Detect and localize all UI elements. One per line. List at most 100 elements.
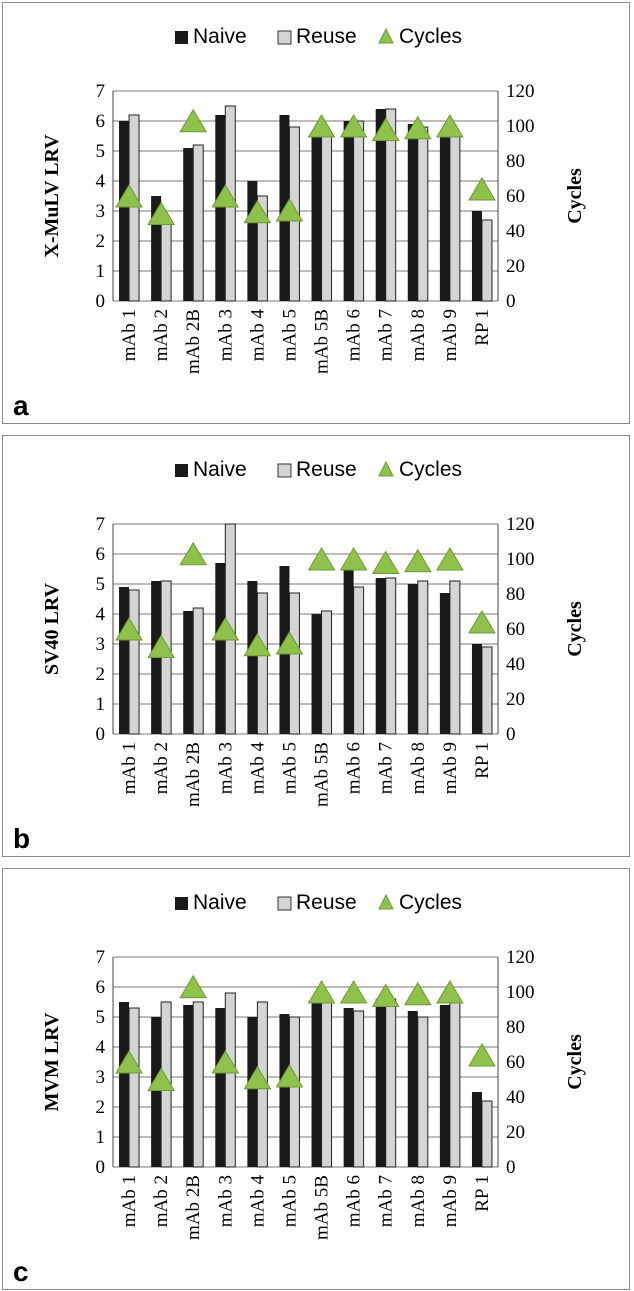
x-tick-label: mAb 5 <box>279 1175 300 1227</box>
cycles-marker <box>115 617 143 641</box>
cycles-marker <box>179 108 208 133</box>
x-tick-label: mAb 7 <box>376 1175 397 1227</box>
y2-tick-label: 100 <box>506 982 535 1003</box>
bar-reuse <box>385 998 397 1168</box>
y-tick-label: 1 <box>96 261 106 282</box>
bar-reuse <box>481 1100 493 1168</box>
y2-tick-label: 120 <box>506 514 535 535</box>
y-tick-label: 7 <box>96 514 106 535</box>
y2-tick-label: 100 <box>506 116 535 137</box>
x-tick-label: mAb 6 <box>344 742 365 794</box>
x-tick-label: mAb 7 <box>376 742 397 794</box>
x-tick-label: mAb 8 <box>408 1175 429 1227</box>
y2-tick-label: 40 <box>506 221 525 242</box>
y2-axis-title: Cycles <box>564 168 586 224</box>
y2-tick-label: 20 <box>506 1122 525 1143</box>
y-tick-label: 7 <box>96 81 106 102</box>
y-tick-label: 3 <box>96 201 106 222</box>
bar-reuse <box>385 108 397 302</box>
bar-naive <box>407 124 418 301</box>
bar-naive <box>311 999 322 1167</box>
panel-label: a <box>13 390 29 421</box>
x-tick-label: mAb 1 <box>119 742 140 794</box>
cycles-marker <box>147 201 176 225</box>
x-tick-label: mAb 8 <box>408 309 429 361</box>
y-tick-label: 3 <box>96 1067 106 1088</box>
cycles-marker <box>211 1050 240 1074</box>
x-tick-label: mAb 2 <box>151 742 172 794</box>
y-tick-label: 1 <box>96 694 106 715</box>
y-tick-label: 5 <box>96 141 106 162</box>
bar-naive <box>247 181 258 301</box>
y2-tick-label: 120 <box>506 947 535 968</box>
x-tick-label: mAb 9 <box>440 1175 461 1227</box>
x-tick-label: mAb 4 <box>247 742 268 795</box>
bar-reuse <box>481 646 493 735</box>
bar-reuse <box>417 126 429 302</box>
bar-reuse <box>288 1016 300 1168</box>
bar-reuse <box>353 586 365 735</box>
bar-reuse <box>417 1016 429 1168</box>
cycles-marker <box>435 114 464 138</box>
x-tick-label: mAb 6 <box>344 1175 365 1227</box>
x-tick-label: RP 1 <box>472 309 493 346</box>
cycles-marker <box>115 1050 143 1074</box>
legend-label-cycles: Cycles <box>399 891 462 914</box>
bar-reuse <box>224 992 236 1168</box>
x-tick-label: mAb 4 <box>247 1175 268 1228</box>
chart-svg-c: Naive Reuse Cycles 0 1 2 3 4 5 6 7 0 20 40 60 80 100 120 M… <box>13 891 586 1287</box>
legend-marker-cycles <box>378 893 394 910</box>
y2-tick-label: 0 <box>506 291 516 312</box>
bar-reuse <box>449 1001 461 1168</box>
legend-label-reuse: Reuse <box>296 25 357 48</box>
cycles-marker <box>307 547 336 571</box>
y2-tick-label: 40 <box>506 654 525 675</box>
x-tick-label: mAb 8 <box>408 742 429 794</box>
legend-swatch-reuse <box>277 30 292 45</box>
cycles-marker <box>371 117 400 141</box>
legend-swatch-naive <box>175 464 188 477</box>
bar-naive <box>343 1008 354 1167</box>
x-tick-label: mAb 5B <box>312 309 333 374</box>
bar-reuse <box>256 195 268 302</box>
bar-naive <box>407 1011 418 1167</box>
x-tick-label: mAb 9 <box>440 309 461 361</box>
bar-naive <box>215 1008 226 1167</box>
y-tick-label: 0 <box>96 1157 106 1178</box>
legend-swatch-reuse <box>277 896 292 911</box>
legend-label-naive: Naive <box>193 25 247 48</box>
cycles-marker <box>403 548 432 573</box>
bar-reuse <box>481 219 493 302</box>
y-tick-label: 2 <box>96 1097 106 1118</box>
bar-naive <box>471 1092 482 1167</box>
bar-naive <box>375 578 386 734</box>
bar-naive <box>151 1017 162 1167</box>
bar-naive <box>343 569 354 734</box>
y-axis-title: SV40 LRV <box>41 582 63 675</box>
y-tick-label: 6 <box>96 544 106 565</box>
bar-naive <box>119 121 130 301</box>
x-tick-label: mAb 2 <box>151 1175 172 1227</box>
x-tick-label: mAb 3 <box>215 1175 236 1227</box>
bar-naive <box>471 211 482 301</box>
bar-naive <box>247 581 258 734</box>
y-tick-label: 2 <box>96 231 106 252</box>
cycles-marker <box>275 198 304 222</box>
y-tick-label: 6 <box>96 977 106 998</box>
chart-panel-c: Naive Reuse Cycles 0 1 2 3 4 5 6 7 0 20 40 60 80 100 120 M… <box>2 868 630 1290</box>
cycles-marker <box>147 1067 176 1091</box>
bar-reuse <box>128 589 140 735</box>
x-tick-label: mAb 6 <box>344 309 365 361</box>
y-tick-label: 6 <box>96 111 106 132</box>
bar-naive <box>247 1017 258 1167</box>
bar-naive <box>439 593 450 734</box>
y-tick-label: 0 <box>96 724 106 745</box>
bar-reuse <box>192 144 204 302</box>
y2-axis-title: Cycles <box>564 1034 586 1090</box>
legend: Naive Reuse Cycles <box>175 458 462 481</box>
x-tick-label: mAb 7 <box>376 309 397 361</box>
y2-axis-title: Cycles <box>564 601 586 657</box>
bar-reuse <box>321 610 333 735</box>
y2-tick-label: 0 <box>506 724 516 745</box>
cycles-marker <box>339 114 368 138</box>
